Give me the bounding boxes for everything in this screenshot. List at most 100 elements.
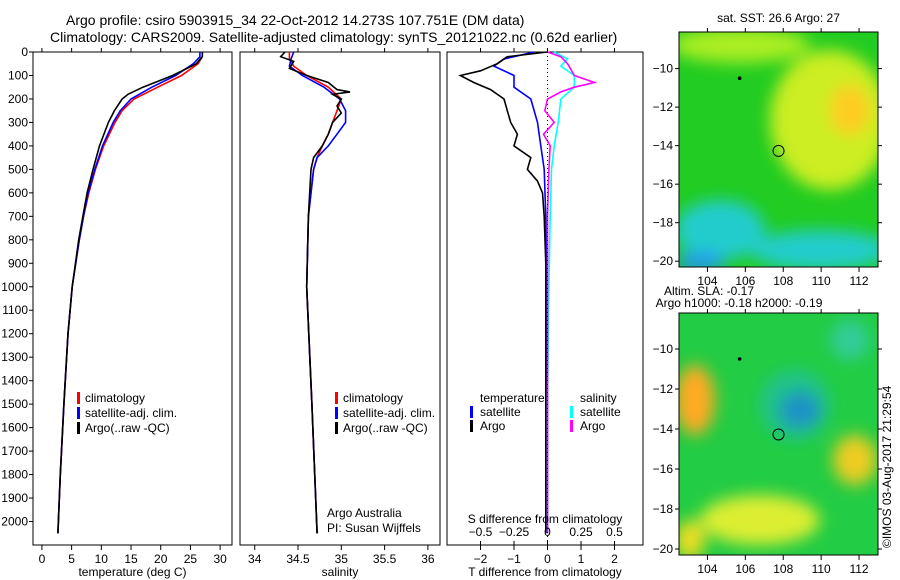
sla-xtick-label: 104 (697, 562, 717, 576)
depth-tick-label: 0 (21, 45, 28, 59)
depth-tick-label: 300 (8, 115, 28, 129)
temp-xtick-label: 15 (124, 552, 138, 566)
sst-ytick-label: −16 (653, 177, 674, 191)
depth-tick-label: 2000 (1, 515, 28, 529)
diff-xtick-label: 1 (578, 552, 585, 566)
sst-ytick-label: −10 (653, 62, 674, 76)
sla-ytick-label: −14 (653, 422, 674, 436)
legend-label-2: satellite (580, 405, 621, 419)
copyright-label: ©IMOS 03-Aug-2017 21:29:54 (880, 385, 894, 548)
depth-tick-label: 1900 (1, 491, 28, 505)
depth-tick-label: 400 (8, 139, 28, 153)
sal-legend-label: satellite-adj. clim. (343, 406, 435, 420)
diff-series-t-satellite (492, 51, 549, 534)
legend-swatch-3 (570, 420, 573, 432)
sst-xtick-label: 106 (735, 274, 755, 288)
sla-plot-frame (678, 312, 879, 556)
sst-plot-frame (678, 31, 879, 268)
depth-tick-label: 900 (8, 256, 28, 270)
sla-island-marker (737, 357, 742, 361)
temp-plot-frame (32, 51, 233, 546)
sal-xlabel: salinity (322, 565, 359, 579)
sst-island-marker (737, 76, 742, 81)
temp-legend-swatch (77, 392, 80, 404)
sal-series-climatology (288, 52, 343, 534)
depth-tick-label: 800 (8, 233, 28, 247)
diff-xtick-label: −1 (507, 552, 521, 566)
legend-swatch-1 (470, 420, 473, 432)
sal-legend-label: climatology (343, 391, 403, 405)
legend-label-0: satellite (480, 405, 521, 419)
sal-plot-frame (239, 51, 441, 546)
sla-xtick-label: 108 (773, 562, 793, 576)
depth-tick-label: 100 (8, 68, 28, 82)
sal-legend-swatch (335, 407, 338, 419)
sal-series-satellite-adj-clim- (288, 51, 347, 534)
s-diff-xlabel: S difference from climatology (468, 512, 623, 526)
temp-xtick-label: 5 (68, 552, 75, 566)
sst-xtick-label: 112 (849, 274, 868, 288)
sla-xtick-label: 110 (812, 562, 831, 576)
sla-map-title: Altim. SLA: -0.17 (664, 284, 754, 298)
diff-xlabel: T difference from climatology (468, 565, 622, 579)
depth-tick-label: 700 (8, 209, 28, 223)
temp-xtick-label: 30 (213, 552, 227, 566)
sst-ytick-label: −12 (653, 100, 674, 114)
sal-xtick-label: 34 (248, 552, 262, 566)
depth-tick-label: 1700 (1, 444, 28, 458)
depth-tick-label: 1200 (1, 327, 28, 341)
depth-tick-label: 1400 (1, 374, 28, 388)
sst-xtick-label: 110 (812, 274, 831, 288)
temp-series-argo-raw-qc- (57, 52, 204, 534)
depth-tick-label: 1000 (1, 280, 28, 294)
s-diff-tick-label: 0.5 (606, 525, 623, 539)
sst-map-title: sat. SST: 26.6 Argo: 27 (717, 11, 840, 25)
depth-tick-label: 1500 (1, 397, 28, 411)
depth-tick-label: 600 (8, 186, 28, 200)
attribution-label: PI: Susan Wijffels (327, 521, 421, 535)
depth-tick-label: 1600 (1, 421, 28, 435)
sal-legend-swatch (335, 422, 338, 434)
depth-tick-label: 1300 (1, 350, 28, 364)
depth-tick-label: 500 (8, 162, 28, 176)
sla-map-field (679, 313, 878, 555)
sst-map-field (679, 32, 878, 267)
sst-ytick-label: −14 (653, 139, 674, 153)
diff-xtick-label: −2 (474, 552, 488, 566)
sla-ytick-label: −12 (653, 382, 674, 396)
sla-ytick-label: −18 (653, 502, 674, 516)
legend-swatch-0 (470, 406, 473, 418)
temp-legend-label: satellite-adj. clim. (85, 406, 177, 420)
sal-xtick-label: 34.5 (286, 552, 310, 566)
legend-label-3: Argo (580, 419, 606, 433)
sla-xtick-label: 112 (849, 562, 868, 576)
attribution-label: Argo Australia (327, 506, 402, 520)
temp-xtick-label: 20 (154, 552, 168, 566)
legend-title-temperature: temperature (480, 391, 545, 405)
s-diff-tick-label: −0.25 (499, 525, 530, 539)
temp-xtick-label: 0 (39, 552, 46, 566)
sal-xtick-label: 35.5 (373, 552, 397, 566)
temp-xtick-label: 10 (95, 552, 109, 566)
sst-xtick-label: 108 (773, 274, 793, 288)
depth-tick-label: 1100 (2, 303, 28, 317)
sst-argo-location-marker (772, 144, 785, 157)
diff-series-t-argo (458, 51, 548, 534)
sla-xtick-label: 106 (735, 562, 755, 576)
sla-argo-location-marker (772, 428, 785, 441)
temp-legend-label: climatology (85, 391, 145, 405)
sla-ytick-label: −20 (653, 542, 674, 556)
temp-legend-swatch (77, 422, 80, 434)
legend-swatch-2 (570, 406, 573, 418)
sst-ytick-label: −18 (653, 216, 674, 230)
s-diff-tick-label: 0 (544, 525, 551, 539)
diff-series-s-argo (542, 51, 598, 534)
legend-label-1: Argo (480, 419, 506, 433)
sst-ytick-label: −20 (653, 254, 674, 268)
legend-title-salinity: salinity (580, 391, 617, 405)
title-line-1: Argo profile: csiro 5903915_34 22-Oct-20… (66, 12, 525, 28)
sal-xtick-label: 36 (421, 552, 435, 566)
depth-tick-label: 200 (8, 92, 28, 106)
